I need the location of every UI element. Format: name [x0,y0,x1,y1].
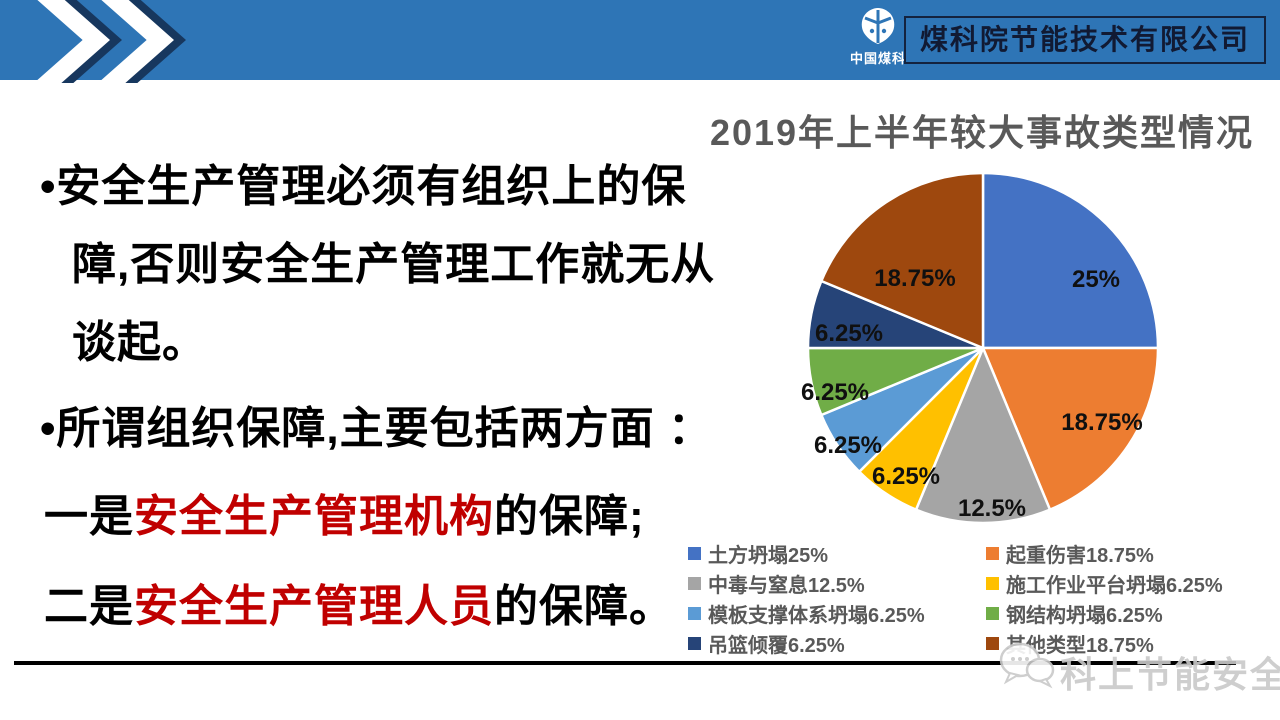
pie-data-label: 18.75% [1061,409,1143,436]
chat-bubbles-icon [999,642,1055,689]
legend-item: 中毒与窒息12.5% [688,568,988,598]
watermark: 科上节能安全 [998,638,1280,696]
body-text-line: 一是安全生产管理机构的保障; [44,480,645,544]
chevron-icon [34,0,110,83]
pie-data-label: 18.75% [874,265,956,292]
legend-label: 模板支撑体系坍塌6.25% [708,604,925,627]
point-suffix: 的保障。 [494,582,674,631]
legend-label: 钢结构坍塌6.25% [1006,604,1163,627]
legend-label: 施工作业平台坍塌6.25% [1006,574,1223,597]
pie-data-label: 12.5% [957,495,1027,522]
legend-label: 起重伤害18.75% [1006,544,1154,567]
pie-data-label: 25% [1071,266,1121,293]
chart-legend-column: 起重伤害18.75% 施工作业平台坍塌6.25% 钢结构坍塌6.25% 其他类型… [986,538,1280,658]
legend-marker [986,576,999,590]
gem-logo-icon [861,8,895,44]
legend-marker [688,576,701,590]
pie-slice-中毒与窒息 [914,346,1052,525]
legend-label: 吊篮倾覆6.25% [708,634,845,657]
legend-item: 土方坍塌25% [688,538,988,568]
legend-item: 吊篮倾覆6.25% [688,628,988,658]
pie-svg [806,171,1160,525]
pie-data-label: 6.25% [814,320,884,347]
pie-chart [803,168,1163,528]
legend-marker [688,606,701,620]
pie-slice-起重伤害 [981,346,1160,511]
legend-label: 其他类型18.75% [1006,634,1154,657]
legend-marker [688,636,701,650]
company-name-box: 煤科院节能技术有限公司 [903,16,1266,64]
legend-item: 模板支撑体系坍塌6.25% [688,598,988,628]
body-text-line: •所谓组织保障,主要包括两方面 ： [40,404,713,453]
point-highlight: 安全生产管理人员 [134,582,494,631]
pie-data-label: 6.25% [871,463,941,490]
chart-legend-column: 土方坍塌25% 中毒与窒息12.5% 模板支撑体系坍塌6.25% 吊篮倾覆6.2… [688,538,988,658]
legend-item: 钢结构坍塌6.25% [986,598,1280,628]
legend-marker [688,546,701,560]
legend-label: 中毒与窒息12.5% [708,574,865,597]
legend-label: 土方坍塌25% [708,544,829,567]
legend-item: 其他类型18.75% [986,628,1280,658]
watermark-text: 科上节能安全 [1060,654,1280,695]
legend-item: 施工作业平台坍塌6.25% [986,568,1280,598]
legend-marker [986,546,999,560]
header-bar: 中国煤科 煤科院节能技术有限公司 [0,0,1280,83]
pie-data-label: 6.25% [813,432,883,459]
body-text-line: 障,否则安全生产管理工作就无从 [72,240,716,289]
legend-marker [986,636,999,650]
divider-line [14,661,1236,665]
legend-marker [986,606,999,620]
point-prefix: 一是 [44,492,134,541]
point-suffix: 的保障; [494,492,645,541]
body-text-line: 谈起。 [72,318,207,367]
body-text-line: 二是安全生产管理人员的保障。 [44,570,674,634]
logo-caption: 中国煤科 [849,51,906,66]
point-highlight: 安全生产管理机构 [134,492,494,541]
legend-item: 起重伤害18.75% [986,538,1280,568]
body-text-line: •安全生产管理必须有组织上的保 [40,162,687,211]
pie-data-label: 6.25% [800,379,870,406]
pie-slice-其他类型 [820,171,985,350]
chart-title: 2019年上半年较大事故类型情况 [709,112,1255,153]
point-prefix: 二是 [44,582,134,631]
pie-slice-土方坍塌 [981,171,1160,350]
company-logo: 中国煤科 [838,7,918,67]
